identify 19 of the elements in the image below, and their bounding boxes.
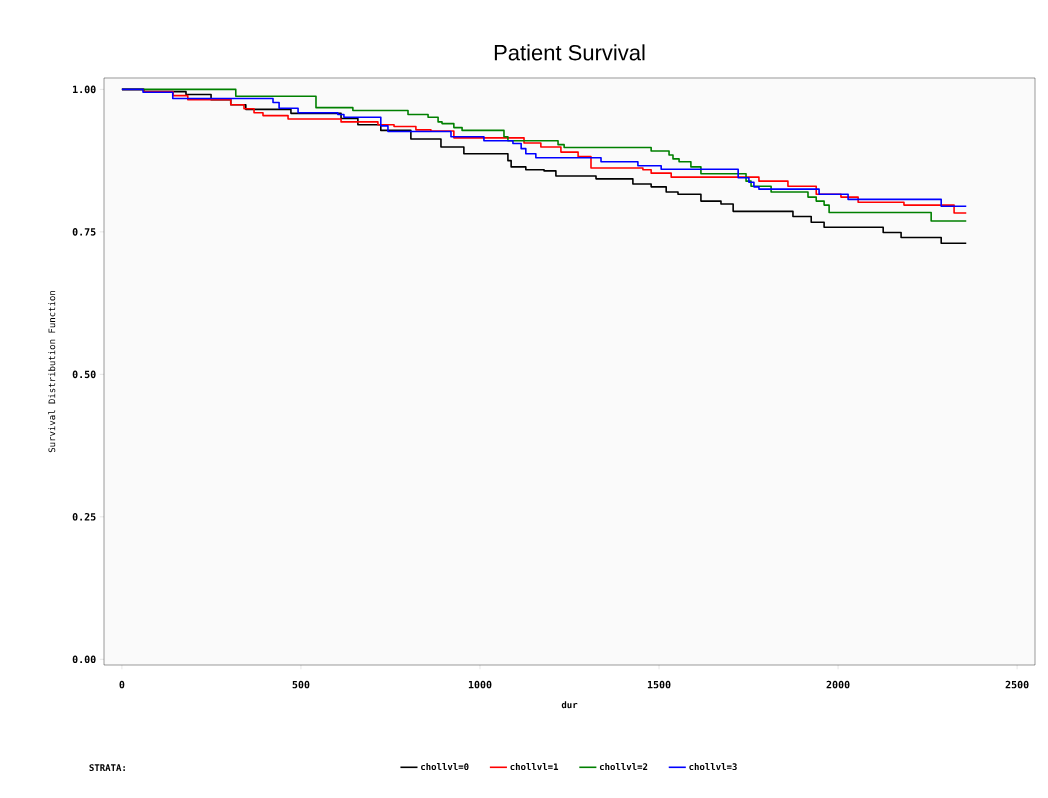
y-tick-label: 0.50 — [72, 370, 96, 379]
y-tick-label: 1.00 — [73, 85, 96, 94]
chart-title: Patient Survival — [494, 44, 645, 61]
legend-label: chollvl=0 — [421, 763, 469, 771]
y-tick-label: 0.25 — [72, 513, 96, 521]
y-tick-label: 0.00 — [72, 655, 96, 664]
y-tick-label: 0.75 — [72, 228, 96, 236]
x-tick-label: 2500 — [1005, 680, 1029, 689]
legend-title: STRATA: — [89, 764, 125, 772]
legend-label: chollvl=2 — [599, 763, 648, 771]
legend-label: chollvl=3 — [689, 763, 737, 771]
x-tick-label: 1000 — [468, 680, 492, 689]
x-tick-label: 1500 — [647, 680, 671, 689]
x-tick-label: 0 — [119, 680, 125, 689]
x-tick-label: 2000 — [826, 680, 850, 689]
y-axis-title: Survival Distribution Function — [48, 291, 56, 453]
x-axis-title: dur — [561, 701, 578, 709]
x-tick-label: 500 — [292, 680, 310, 689]
legend-label: chollvl=1 — [510, 763, 559, 771]
